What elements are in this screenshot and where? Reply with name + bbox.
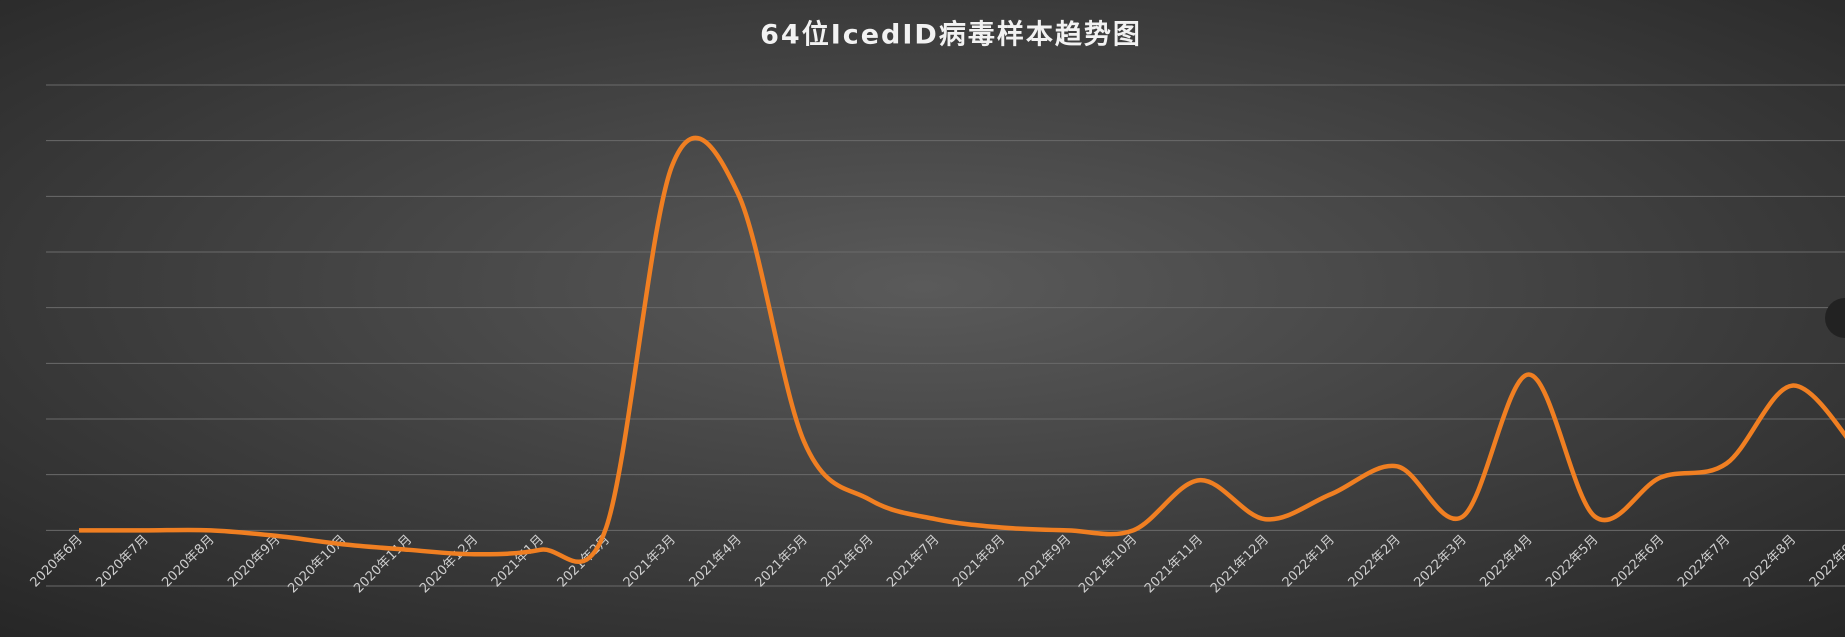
grid xyxy=(46,84,1845,587)
line-series xyxy=(79,135,1845,565)
scroll-button[interactable] xyxy=(1825,298,1845,338)
chart-title: 64位IcedID病毒样本趋势图 xyxy=(760,19,1142,51)
plot xyxy=(79,135,1845,565)
